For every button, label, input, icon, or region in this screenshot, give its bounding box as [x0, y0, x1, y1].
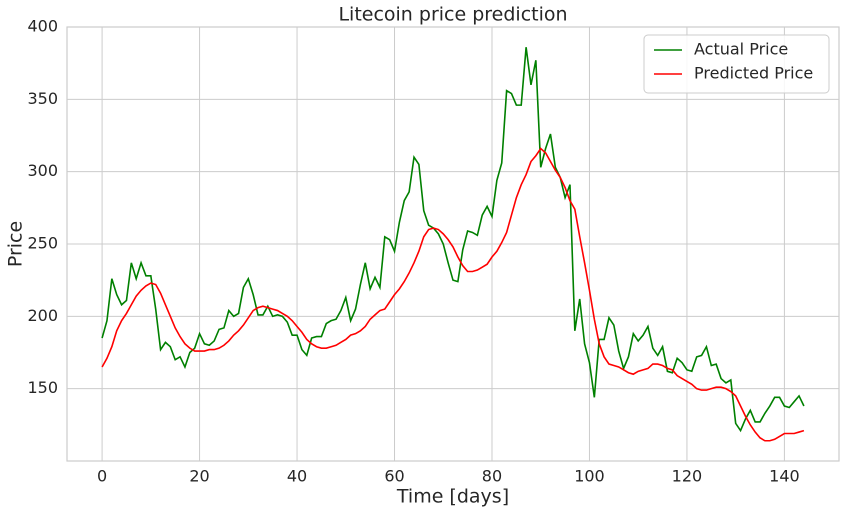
x-axis-label: Time [days]	[396, 486, 509, 508]
line-series	[101, 47, 805, 433]
y-tick-label: 300	[27, 161, 58, 180]
y-tick-label: 250	[27, 234, 58, 253]
x-tick-label: 80	[482, 467, 502, 486]
x-tick-label: 100	[574, 467, 605, 486]
y-tick-label: 350	[27, 89, 58, 108]
plot-frame	[66, 26, 840, 462]
y-tick-label: 150	[27, 378, 58, 397]
y-tick-label: 200	[27, 306, 58, 325]
y-axis-label: Price	[5, 221, 27, 267]
legend-label: Actual Price	[694, 40, 788, 59]
chart-title: Litecoin price prediction	[338, 4, 567, 26]
legend: Actual Price Predicted Price	[643, 34, 830, 94]
x-tick-label: 20	[189, 467, 209, 486]
x-tick-label: 40	[287, 467, 307, 486]
legend-label: Predicted Price	[694, 64, 813, 83]
x-tick-label: 140	[769, 467, 800, 486]
y-tick-label: 400	[27, 17, 58, 36]
legend-box	[643, 34, 830, 94]
x-tick-label: 60	[384, 467, 404, 486]
x-tick-label: 0	[97, 467, 107, 486]
x-tick-label: 120	[672, 467, 703, 486]
line-series	[101, 147, 805, 442]
